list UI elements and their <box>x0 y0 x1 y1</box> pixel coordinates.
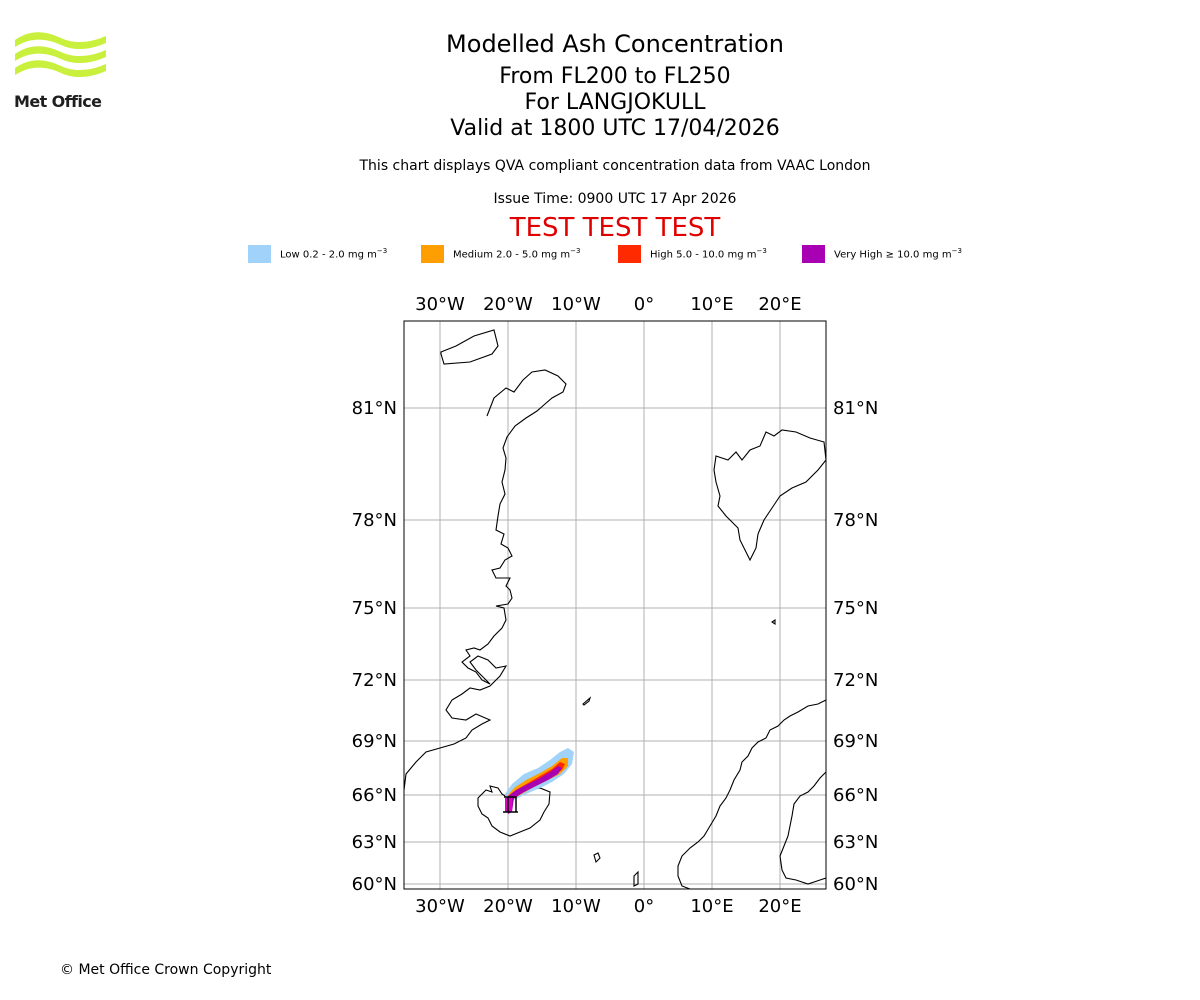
legend-item-low: Low 0.2 - 2.0 mg m−3 <box>248 244 387 264</box>
norway-coast <box>677 699 826 889</box>
lon-label-top-10w: 10°W <box>551 294 601 315</box>
copyright-notice: © Met Office Crown Copyright <box>60 962 272 978</box>
greenland-north-coast <box>440 329 499 365</box>
map-frame <box>403 320 827 890</box>
lat-label-right-69n: 69°N <box>833 731 878 752</box>
lat-label-left-69n: 69°N <box>352 731 397 752</box>
greenland-east-coast <box>404 369 567 791</box>
legend-item-medium: Medium 2.0 - 5.0 mg m−3 <box>421 244 580 264</box>
lon-label-bottom-10w: 10°W <box>551 896 601 917</box>
lat-label-left-60n: 60°N <box>352 874 397 895</box>
svalbard <box>713 429 826 562</box>
legend-swatch-very-high <box>802 245 825 263</box>
graticule <box>404 321 826 889</box>
legend-label-very-high: Very High ≥ 10.0 mg m−3 <box>834 247 962 261</box>
faroe-islands <box>593 852 601 864</box>
bottom-longitude-labels: 30°W 20°W 10°W 0° 10°E 20°E <box>415 896 801 917</box>
shetland-islands <box>633 870 639 887</box>
iceland <box>477 785 551 837</box>
lon-label-bottom-20e: 20°E <box>758 896 801 917</box>
ash-zone-very-high <box>506 766 562 814</box>
lat-label-right-60n: 60°N <box>833 874 878 895</box>
lat-label-left-78n: 78°N <box>352 510 397 531</box>
legend-item-very-high: Very High ≥ 10.0 mg m−3 <box>802 244 962 264</box>
lon-label-top-20w: 20°W <box>483 294 533 315</box>
lat-label-right-72n: 72°N <box>833 670 878 691</box>
lon-label-bottom-0: 0° <box>634 896 654 917</box>
lat-label-left-81n: 81°N <box>352 398 397 419</box>
lat-label-left-63n: 63°N <box>352 832 397 853</box>
legend-swatch-low <box>248 245 271 263</box>
coastlines <box>404 329 826 889</box>
met-office-waves-icon <box>15 32 106 78</box>
test-banner: TEST TEST TEST <box>509 213 721 243</box>
legend-label-low: Low 0.2 - 2.0 mg m−3 <box>280 247 388 261</box>
lat-label-right-81n: 81°N <box>833 398 878 419</box>
lat-label-right-75n: 75°N <box>833 598 878 619</box>
legend-label-medium: Medium 2.0 - 5.0 mg m−3 <box>453 247 581 261</box>
lat-label-left-75n: 75°N <box>352 598 397 619</box>
lon-label-bottom-10e: 10°E <box>690 896 733 917</box>
lat-label-right-63n: 63°N <box>833 832 878 853</box>
ash-plume <box>503 748 574 814</box>
lat-label-left-66n: 66°N <box>352 785 397 806</box>
lon-label-bottom-30w: 30°W <box>415 896 465 917</box>
met-office-logo-text: Met Office <box>14 92 102 111</box>
legend-item-high: High 5.0 - 10.0 mg m−3 <box>618 244 767 264</box>
left-latitude-labels: 81°N 78°N 75°N 72°N 69°N 66°N 63°N 60°N <box>352 398 397 895</box>
top-longitude-labels: 30°W 20°W 10°W 0° 10°E 20°E <box>415 294 801 315</box>
compliance-note: This chart displays QVA compliant concen… <box>359 158 871 174</box>
lat-label-right-66n: 66°N <box>833 785 878 806</box>
valid-time: Valid at 1800 UTC 17/04/2026 <box>450 116 780 141</box>
lon-label-bottom-20w: 20°W <box>483 896 533 917</box>
lon-label-top-20e: 20°E <box>758 294 801 315</box>
flight-level-range: From FL200 to FL250 <box>499 64 731 89</box>
bear-island <box>771 618 776 626</box>
lat-label-left-72n: 72°N <box>352 670 397 691</box>
right-latitude-labels: 81°N 78°N 75°N 72°N 69°N 66°N 63°N 60°N <box>833 398 878 895</box>
legend-label-high: High 5.0 - 10.0 mg m−3 <box>650 247 767 261</box>
jan-mayen-island <box>582 696 592 706</box>
lon-label-top-0: 0° <box>634 294 654 315</box>
sweden-finland-coast <box>779 771 826 885</box>
lon-label-top-10e: 10°E <box>690 294 733 315</box>
lat-label-right-78n: 78°N <box>833 510 878 531</box>
volcano-grid-marker <box>503 796 518 813</box>
lon-label-top-30w: 30°W <box>415 294 465 315</box>
volcano-name: For LANGJOKULL <box>524 90 706 115</box>
met-office-logo: Met Office <box>14 30 108 112</box>
issue-time: Issue Time: 0900 UTC 17 Apr 2026 <box>493 191 737 207</box>
legend-swatch-high <box>618 245 641 263</box>
legend-swatch-medium <box>421 245 444 263</box>
chart-title: Modelled Ash Concentration <box>446 30 784 58</box>
